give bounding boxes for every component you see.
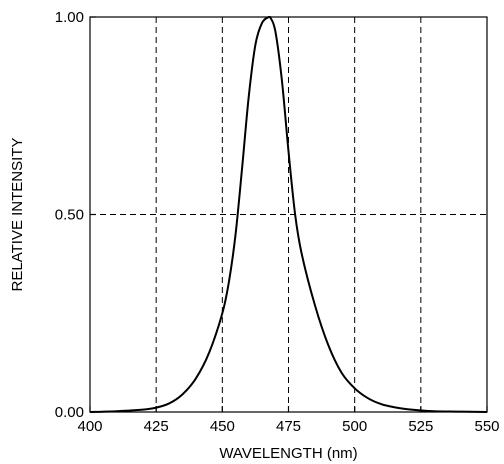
x-tick-label-475: 475	[276, 418, 301, 435]
y-tick-label-0.5: 0.50	[55, 207, 84, 224]
intensity-curve	[89, 16, 488, 413]
x-tick-label-550: 550	[474, 418, 499, 435]
tick-labels: 400 425 450 475 500 525 550 0.00 0.50 1.00	[55, 9, 500, 435]
y-tick-label-1: 1.00	[55, 9, 84, 26]
x-tick-label-400: 400	[77, 418, 102, 435]
x-tick-label-425: 425	[144, 418, 169, 435]
x-tick-label-450: 450	[210, 418, 235, 435]
y-tick-label-0: 0.00	[55, 404, 84, 421]
y-axis-title: RELATIVE INTENSITY	[9, 138, 26, 292]
x-tick-label-500: 500	[342, 418, 367, 435]
grid-lines	[90, 17, 487, 412]
x-tick-label-525: 525	[408, 418, 433, 435]
x-axis-title: WAVELENGTH (nm)	[219, 445, 357, 462]
